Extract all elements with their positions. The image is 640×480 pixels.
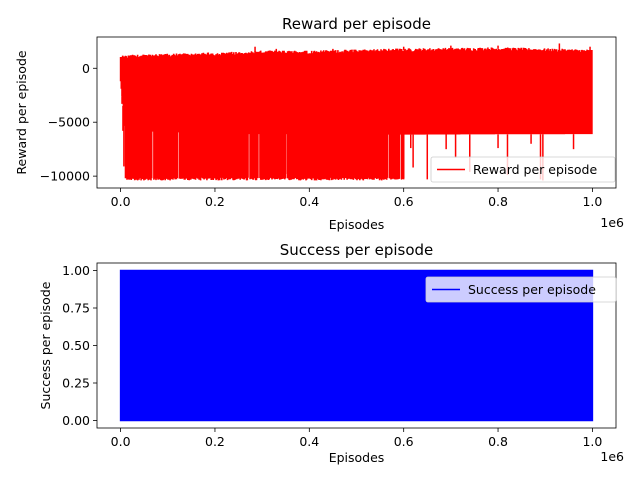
x-axis-ticks: 0.0 0.2 0.4 0.6 0.8 1.0	[111, 188, 602, 209]
x-axis-label: Episodes	[329, 217, 385, 232]
x-tick-label: 1.0	[582, 434, 602, 449]
y-axis-label: Success per episode	[38, 281, 53, 409]
x-axis-offset-label: 1e6	[600, 449, 624, 464]
x-tick-label: 1.0	[582, 194, 602, 209]
x-tick-label: 0.2	[205, 434, 225, 449]
reward-series-band	[119, 47, 593, 181]
chart-title: Reward per episode	[282, 15, 431, 33]
x-tick-label: 0.6	[394, 434, 414, 449]
y-tick-label: 0	[82, 61, 90, 76]
chart-title: Success per episode	[280, 241, 434, 259]
reward-chart: Reward per episode 0.0 0.2 0.4 0.6 0.8 1.0 −1…	[14, 15, 624, 232]
x-tick-label: 0.4	[299, 194, 319, 209]
y-axis-ticks: 0.00 0.25 0.50 0.75 1.00	[62, 263, 97, 428]
x-tick-label: 0.8	[488, 194, 508, 209]
y-tick-label: −10000	[40, 169, 90, 184]
legend-box	[425, 276, 617, 303]
y-tick-label: 0.50	[62, 338, 90, 353]
y-axis-label: Reward per episode	[14, 50, 29, 174]
x-tick-label: 0.8	[488, 434, 508, 449]
x-tick-label: 0.4	[299, 434, 319, 449]
x-tick-label: 0.2	[205, 194, 225, 209]
legend: Success per episode	[425, 276, 617, 303]
x-tick-label: 0.6	[394, 194, 414, 209]
x-axis-offset-label: 1e6	[600, 215, 624, 230]
x-tick-label: 0.0	[111, 434, 131, 449]
legend-label: Success per episode	[468, 282, 596, 297]
success-chart: Success per episode 0.0 0.2 0.4 0.6 0.8 1.0 0…	[38, 241, 624, 465]
y-tick-label: −5000	[48, 115, 90, 130]
y-tick-label: 1.00	[62, 263, 90, 278]
legend-label: Reward per episode	[473, 162, 597, 177]
y-tick-label: 0.00	[62, 413, 90, 428]
legend: Reward per episode	[430, 156, 616, 183]
legend-box	[430, 156, 616, 183]
axes-frame	[96, 36, 617, 189]
x-axis-label: Episodes	[329, 450, 385, 465]
y-axis-ticks: −10000 −5000 0	[40, 61, 97, 184]
y-tick-label: 0.75	[62, 301, 90, 316]
y-tick-label: 0.25	[62, 376, 90, 391]
x-axis-ticks: 0.0 0.2 0.4 0.6 0.8 1.0	[111, 428, 602, 449]
x-tick-label: 0.0	[111, 194, 131, 209]
